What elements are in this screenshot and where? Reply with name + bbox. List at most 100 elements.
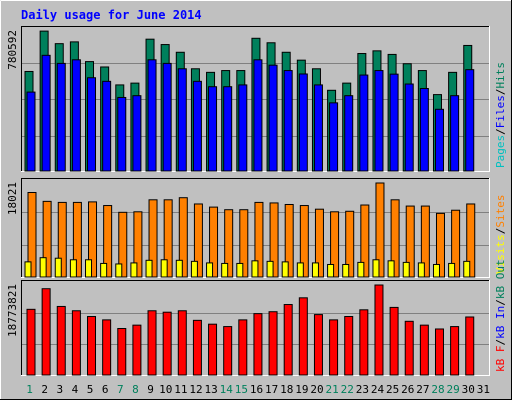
bar-files [344, 95, 354, 172]
legend-entry: Sites [494, 195, 507, 228]
bar-files [87, 77, 97, 172]
bar-visits [85, 259, 93, 278]
day-label: 4 [72, 383, 79, 396]
day-label: 22 [341, 383, 354, 396]
bar-sites [224, 209, 234, 278]
legend-entry: / [494, 228, 507, 235]
legend-entry: / [494, 299, 507, 306]
bar-kb-f [132, 324, 142, 376]
bar-files [162, 62, 172, 172]
bar-kb-f [283, 304, 293, 376]
axis-max-label: 18021 [6, 182, 19, 215]
legend-kbytes: kB F/kB In/kB Out [494, 259, 507, 372]
bar-files [177, 68, 187, 172]
bar-files [404, 83, 414, 172]
day-label: 26 [401, 383, 414, 396]
bar-files [238, 84, 248, 172]
bar-kb-f [450, 326, 460, 376]
day-label: 19 [295, 383, 308, 396]
bar-kb-f [253, 313, 263, 376]
axis-max-label: 780592 [6, 30, 19, 70]
day-label: 13 [204, 383, 217, 396]
bar-sites [375, 182, 385, 278]
bar-visits [432, 263, 440, 278]
panel-visits-sites: 18021 Visits/Sites [6, 178, 507, 278]
day-label: 1 [26, 383, 33, 396]
day-label: 16 [250, 383, 263, 396]
bar-sites [390, 199, 400, 278]
bar-kb-f [162, 311, 172, 376]
bar-kb-f [87, 316, 97, 376]
bar-visits [342, 263, 350, 278]
bar-visits [387, 260, 395, 278]
day-label: 21 [326, 383, 339, 396]
bar-sites [118, 211, 128, 278]
bar-sites [269, 202, 279, 278]
bar-sites [345, 210, 355, 278]
bar-visits [327, 263, 335, 278]
bar-files [434, 108, 444, 172]
bar-sites [435, 212, 445, 278]
bar-kb-f [419, 324, 429, 376]
bar-visits [69, 259, 77, 278]
bar-kb-f [177, 310, 187, 376]
bar-kb-f [56, 305, 66, 376]
bar-kb-f [374, 284, 384, 376]
bar-files [147, 59, 157, 172]
bar-files [132, 95, 142, 172]
bar-visits [372, 259, 380, 278]
bar-kb-f [329, 319, 339, 376]
bar-kb-f [313, 314, 323, 376]
bar-sites [209, 206, 219, 278]
bar-kb-f [344, 316, 354, 376]
bar-kb-f [26, 308, 36, 376]
legend-entry: Hits [494, 62, 507, 89]
bar-files [71, 59, 81, 172]
bar-files [56, 62, 66, 172]
bar-sites [239, 209, 249, 278]
bar-files [102, 80, 112, 172]
bar-visits [463, 260, 471, 278]
bar-sites [466, 203, 476, 278]
day-label: 31 [477, 383, 490, 396]
day-label: 11 [174, 383, 187, 396]
legend-visits-sites: Visits/Sites [494, 195, 507, 275]
bar-files [283, 70, 293, 172]
day-label: 23 [356, 383, 369, 396]
day-label: 18 [280, 383, 293, 396]
bar-kb-f [389, 306, 399, 376]
legend-hits-files-pages: Pages/Files/Hits [494, 62, 507, 168]
bar-files [374, 70, 384, 172]
bar-files [117, 96, 127, 172]
bar-sites [405, 205, 415, 278]
bar-visits [115, 263, 123, 278]
bar-visits [160, 259, 168, 278]
bar-sites [72, 201, 82, 278]
bar-visits [130, 262, 138, 278]
day-label: 17 [265, 383, 278, 396]
bar-files [268, 64, 278, 172]
bar-kb-f [208, 323, 218, 376]
bar-visits [206, 262, 214, 278]
bar-kb-f [102, 319, 112, 376]
legend-entry: Pages [494, 135, 507, 168]
bar-sites [163, 199, 173, 278]
day-label: 28 [431, 383, 444, 396]
day-label: 27 [416, 383, 429, 396]
day-label: 7 [117, 383, 124, 396]
bar-kb-f [192, 319, 202, 376]
bar-visits [357, 261, 365, 278]
bar-sites [148, 199, 158, 278]
day-label: 15 [235, 383, 248, 396]
bar-sites [133, 211, 143, 278]
bar-visits [311, 262, 319, 278]
day-label: 8 [132, 383, 139, 396]
bar-visits [100, 262, 108, 278]
bar-visits [39, 257, 47, 278]
day-label: 30 [462, 383, 475, 396]
day-label: 9 [147, 383, 154, 396]
bar-sites [193, 203, 203, 278]
bar-visits [251, 260, 259, 278]
